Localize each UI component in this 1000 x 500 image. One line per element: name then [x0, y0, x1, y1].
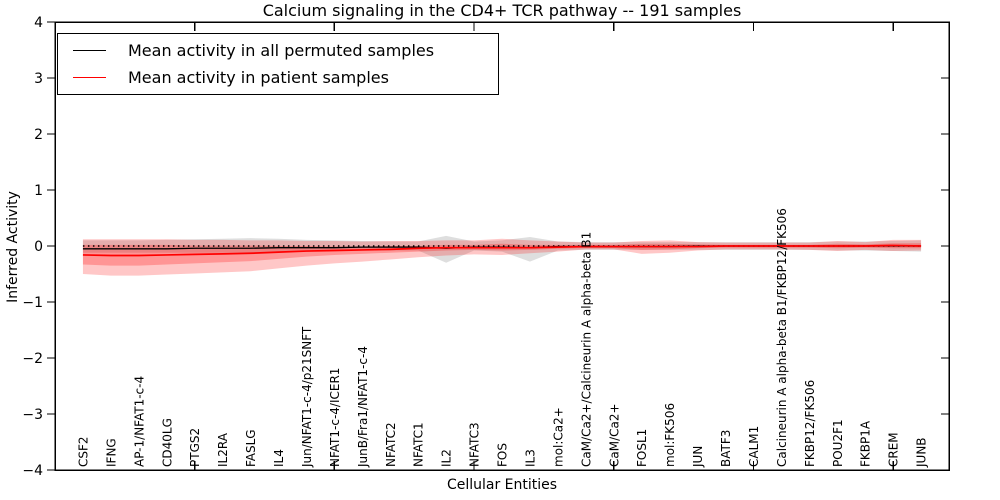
- band-permuted-samples-spread: [82, 235, 922, 263]
- legend-line-permuted-icon: [73, 50, 106, 52]
- x-category-label: IL2: [440, 449, 454, 467]
- x-category-label: FKBP12/FK506: [803, 380, 817, 467]
- x-category-label: NFATC3: [468, 422, 482, 467]
- x-category-label: NFATC1: [412, 422, 426, 467]
- y-tick-label: 0: [34, 239, 43, 255]
- x-category-label: PTGS2: [188, 428, 202, 467]
- x-category-label: IL3: [523, 449, 537, 467]
- x-category-label: CaM/Ca2+: [607, 403, 621, 467]
- y-tick-label: −2: [22, 351, 43, 367]
- y-tick-label: −1: [22, 295, 43, 311]
- y-tick-label: 1: [34, 183, 43, 199]
- x-category-label: NFATC2: [384, 422, 398, 467]
- legend: Mean activity in all permuted samples Me…: [57, 33, 499, 95]
- x-category-label: IFNG: [104, 438, 118, 467]
- legend-label-patient: Mean activity in patient samples: [128, 67, 389, 87]
- x-category-label: Jun/NFAT1-c-4/p21SNFT: [300, 326, 314, 468]
- legend-label-permuted: Mean activity in all permuted samples: [128, 41, 435, 61]
- y-axis-label: Inferred Activity: [5, 191, 21, 303]
- y-tick-label: 4: [34, 15, 43, 31]
- x-category-label: NFAT1-c-4/ICER1: [328, 368, 342, 467]
- x-category-label: BATF3: [719, 430, 733, 467]
- x-category-label: IL2RA: [216, 432, 230, 467]
- x-category-label: CSF2: [76, 436, 90, 467]
- x-category-label: JUNB: [915, 437, 929, 468]
- x-category-label: CREM: [887, 432, 901, 467]
- x-category-label: mol:FK506: [663, 403, 677, 467]
- x-category-label: AP-1/NFAT1-c-4: [132, 376, 146, 467]
- legend-entry-patient: Mean activity in patient samples: [58, 68, 498, 87]
- x-category-label: POU2F1: [831, 419, 845, 467]
- x-category-label: FKBP1A: [859, 420, 873, 467]
- chart-title: Calcium signaling in the CD4+ TCR pathwa…: [262, 1, 742, 20]
- x-category-label: JUN: [691, 446, 705, 468]
- y-tick-label: −4: [22, 463, 43, 479]
- x-category-label: CaM/Ca2+/Calcineurin A alpha-beta B1: [579, 232, 593, 467]
- y-tick-label: −3: [22, 407, 43, 423]
- x-category-label: Calcineurin A alpha-beta B1/FKBP12/FK506: [775, 208, 789, 467]
- x-category-label: mol:Ca2+: [551, 407, 565, 467]
- x-category-label: FOSL1: [635, 429, 649, 467]
- legend-entry-permuted: Mean activity in all permuted samples: [58, 41, 498, 60]
- x-category-label: CD40LG: [160, 418, 174, 467]
- x-category-label: IL4: [272, 449, 286, 467]
- legend-line-patient-icon: [73, 76, 106, 78]
- x-category-label: CALM1: [747, 426, 761, 467]
- x-category-label: FASLG: [244, 429, 258, 467]
- y-tick-label: 3: [34, 71, 43, 87]
- band-patient-samples-spread-inner: [82, 243, 922, 266]
- x-category-label: FOS: [496, 443, 510, 467]
- series-line-patient: [82, 244, 922, 257]
- x-category-label: JunB/Fra1/NFAT1-c-4: [356, 346, 370, 468]
- x-axis-label: Cellular Entities: [446, 477, 558, 493]
- y-tick-label: 2: [34, 127, 43, 143]
